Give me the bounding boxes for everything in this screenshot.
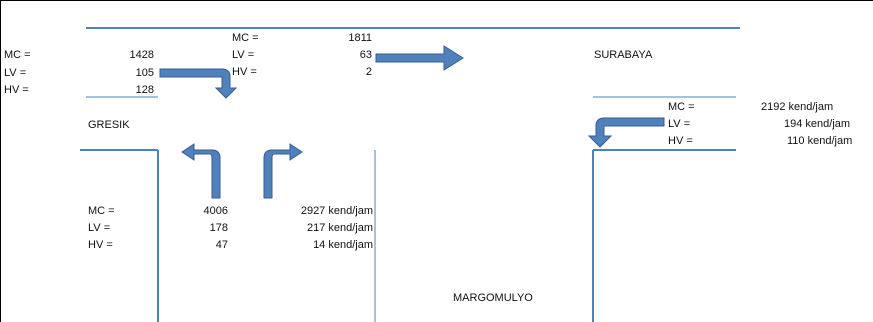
top-lv-label: LV = [232,49,255,61]
top-mc-value: 1811 [348,32,372,44]
gresik-hv-value: 128 [135,84,154,96]
top-hv-label: HV = [232,66,257,78]
arrow-up-turn-right-icon [263,143,303,199]
label-margomulyo: MARGOMULYO [453,292,533,304]
road-lines [80,27,740,322]
surabaya-lv-value: 194 kend/jam [784,118,851,130]
top-hv-value: 2 [365,66,372,78]
arrow-straight-right-icon [375,45,464,71]
gresik-lv-label: LV = [4,67,27,79]
south-hv-right-value: 14 kend/jam [313,239,373,251]
gresik-mc-value: 1428 [129,49,154,61]
label-gresik: GRESIK [88,119,130,131]
gresik-mc-label: MC = [4,49,31,61]
surabaya-mc-label: MC = [668,101,695,113]
surabaya-lv-label: LV = [668,118,691,130]
south-lv-right-value: 217 kend/jam [306,222,373,234]
gresik-hv-label: HV = [4,84,29,96]
south-hv-left-value: 47 [215,239,228,251]
south-mc-label: MC = [88,205,115,217]
south-lv-label: LV = [88,222,111,234]
surabaya-hv-label: HV = [668,135,693,147]
gresik-lv-value: 105 [135,67,154,79]
top-mc-label: MC = [232,32,259,44]
arrow-up-turn-left-icon [181,143,221,199]
south-mc-left-value: 4006 [203,205,228,217]
south-mc-right-value: 2927 kend/jam [300,205,373,217]
arrow-left-turn-down-icon [587,117,665,148]
top-lv-value: 63 [359,49,372,61]
arrow-right-turn-down-icon [159,68,238,99]
surabaya-mc-value: 2192 kend/jam [761,101,834,113]
south-lv-left-value: 178 [209,222,228,234]
label-surabaya: SURABAYA [594,49,653,61]
south-hv-label: HV = [88,239,113,251]
surabaya-hv-value: 110 kend/jam [787,135,853,147]
